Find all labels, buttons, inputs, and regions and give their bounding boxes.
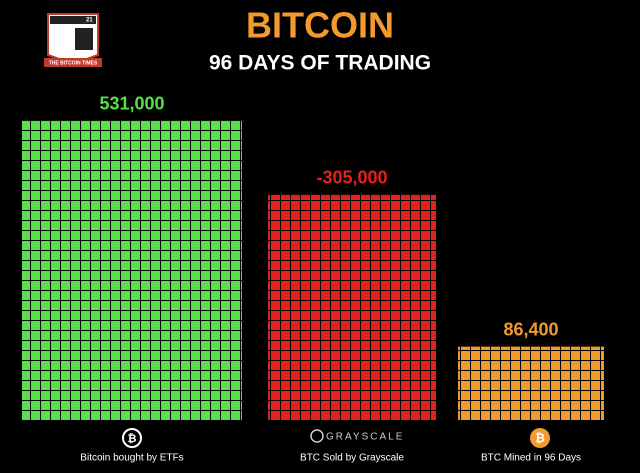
icons: ₿ GRAYSCALE ₿ — [122, 428, 550, 448]
value-label: 531,000 — [99, 93, 164, 113]
logo: 21 THE BITCOIN TIMES — [44, 13, 102, 67]
chart-subtitle: 96 DAYS OF TRADING — [209, 52, 431, 75]
value-label: 86,400 — [503, 319, 558, 339]
chart-title: BITCOIN — [246, 5, 394, 46]
category-label: BTC Sold by Grayscale — [300, 453, 404, 464]
svg-text:₿: ₿ — [535, 431, 545, 445]
grid-overlay — [268, 194, 436, 420]
svg-text:₿: ₿ — [128, 433, 137, 445]
grayscale-logo: GRAYSCALE — [326, 432, 404, 443]
grid-overlay — [458, 346, 604, 420]
grid-overlay — [22, 120, 242, 420]
value-label: -305,000 — [316, 168, 387, 188]
logo-text: THE BITCOIN TIMES — [49, 60, 98, 66]
category-label: Bitcoin bought by ETFs — [80, 453, 183, 464]
logo-number: 21 — [86, 18, 93, 24]
category-label: BTC Mined in 96 Days — [481, 453, 581, 464]
